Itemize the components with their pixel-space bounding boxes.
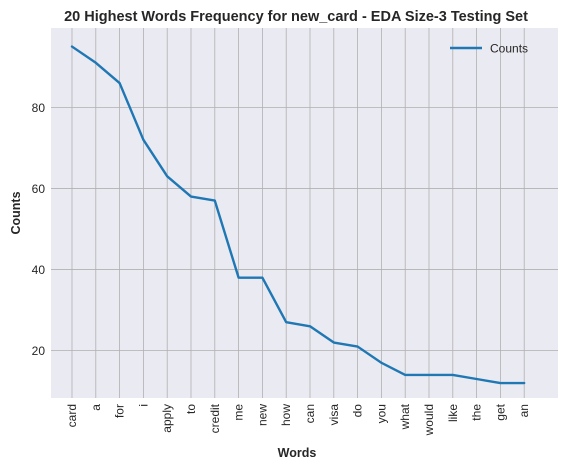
x-tick-label: apply bbox=[160, 404, 174, 433]
legend-label: Counts bbox=[490, 42, 528, 56]
x-tick-label: card bbox=[65, 404, 79, 427]
series-line-counts bbox=[70, 45, 526, 385]
x-axis-label: Words bbox=[278, 446, 317, 460]
x-tick-label: visa bbox=[327, 404, 341, 426]
x-tick-label: credit bbox=[208, 403, 222, 433]
series-layer bbox=[70, 45, 526, 385]
x-tick-label: do bbox=[351, 404, 365, 418]
x-tick-label: me bbox=[232, 404, 246, 421]
x-tick-label: new bbox=[255, 404, 269, 426]
x-tick-label: the bbox=[470, 404, 484, 421]
x-tick-label: for bbox=[113, 404, 127, 418]
x-tick-label: a bbox=[89, 404, 103, 411]
x-tick-label: to bbox=[184, 404, 198, 414]
legend: Counts bbox=[450, 42, 528, 56]
x-tick-label: like bbox=[446, 404, 460, 422]
x-tick-label: would bbox=[422, 404, 436, 436]
x-grid bbox=[71, 28, 525, 398]
x-tick-label: i bbox=[136, 404, 150, 407]
y-tick-labels: 20 40 60 80 bbox=[32, 101, 46, 358]
y-tick-label: 40 bbox=[32, 263, 46, 277]
x-tick-label: what bbox=[398, 403, 412, 430]
x-tick-label: you bbox=[374, 404, 388, 423]
plot-background bbox=[51, 28, 558, 398]
x-tick-label: an bbox=[517, 404, 531, 417]
x-tick-label: how bbox=[279, 404, 293, 426]
x-tick-label: can bbox=[303, 404, 317, 423]
chart-title: 20 Highest Words Frequency for new_card … bbox=[64, 9, 528, 25]
y-grid bbox=[51, 106, 558, 352]
x-tick-labels: card a for i apply to credit me new how can visa do y… bbox=[65, 403, 531, 436]
y-tick-label: 20 bbox=[32, 344, 46, 358]
y-tick-label: 60 bbox=[32, 182, 46, 196]
y-axis-label: Counts bbox=[9, 191, 23, 234]
y-tick-label: 80 bbox=[32, 101, 46, 115]
x-tick-label: get bbox=[493, 403, 507, 420]
